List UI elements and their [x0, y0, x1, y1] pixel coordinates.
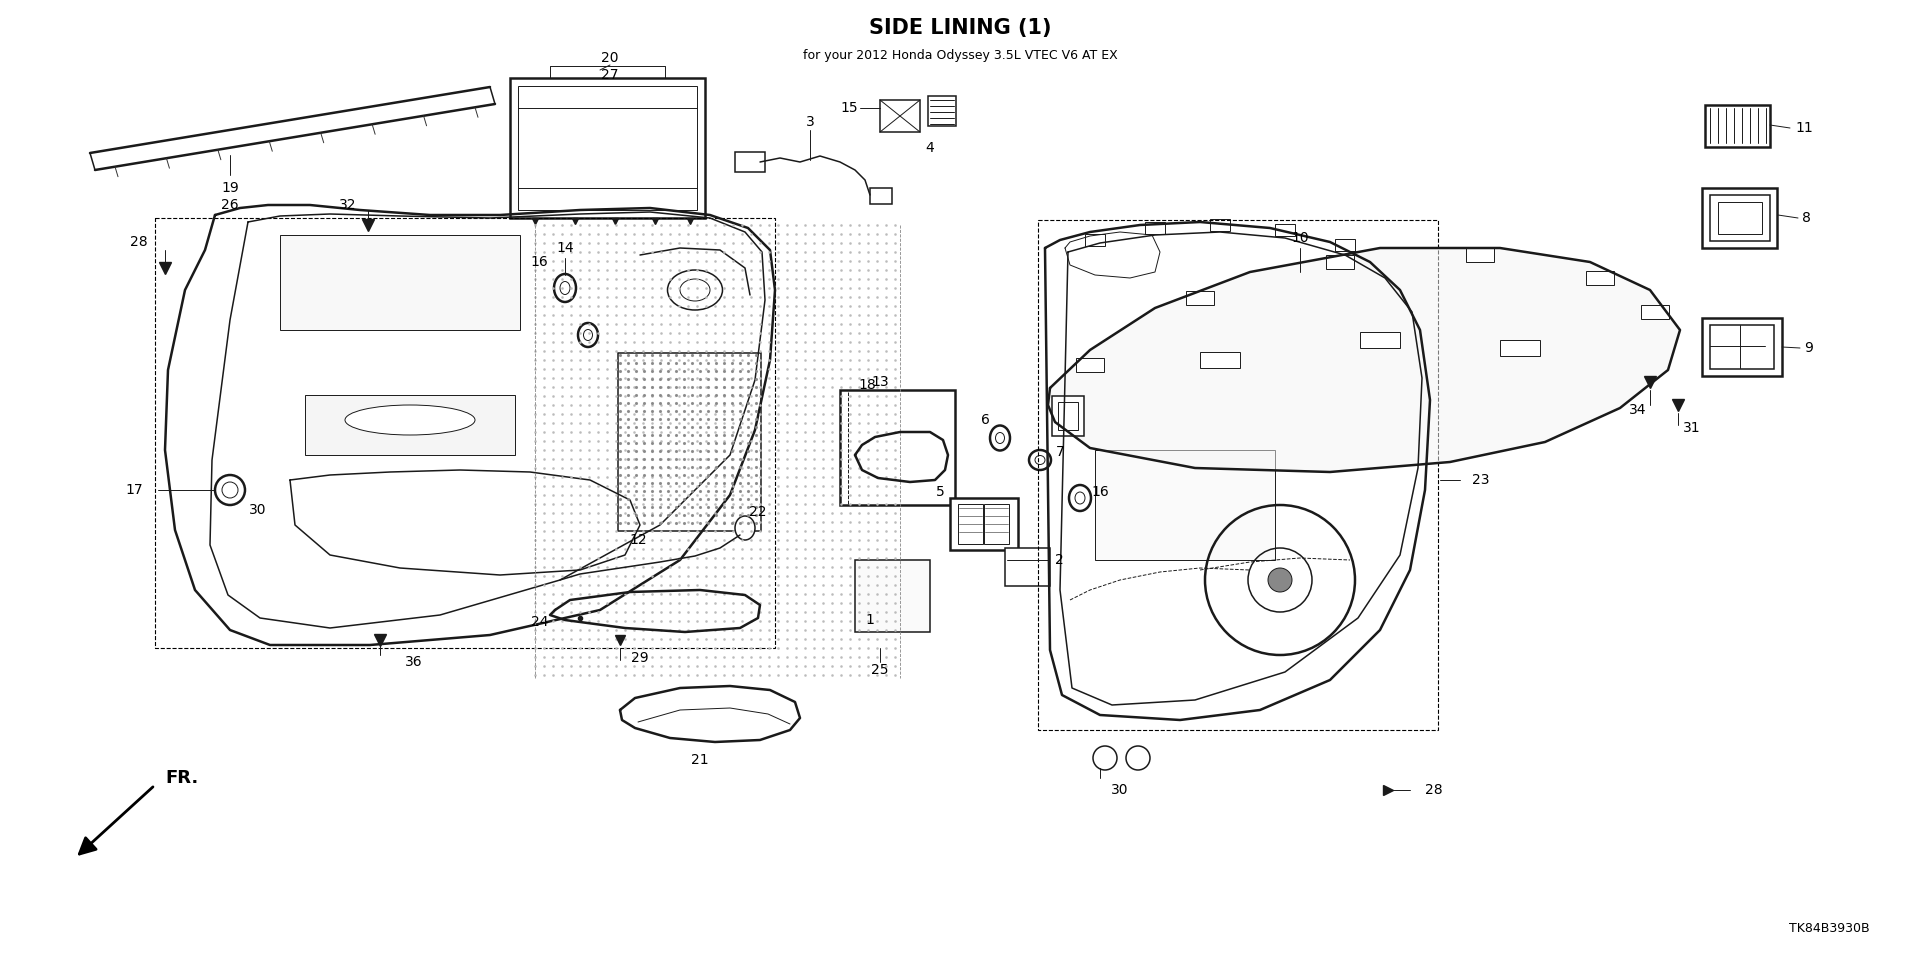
Bar — [1210, 219, 1231, 231]
Bar — [1718, 202, 1763, 234]
Text: 14: 14 — [557, 241, 574, 255]
Bar — [870, 188, 893, 204]
Text: for your 2012 Honda Odyssey 3.5L VTEC V6 AT EX: for your 2012 Honda Odyssey 3.5L VTEC V6… — [803, 49, 1117, 61]
Text: 22: 22 — [749, 505, 766, 519]
Bar — [518, 86, 697, 210]
Circle shape — [1267, 568, 1292, 592]
Bar — [854, 560, 929, 632]
Bar — [1711, 325, 1774, 369]
Bar — [1701, 318, 1782, 376]
Bar — [1085, 234, 1106, 246]
Bar — [958, 504, 983, 544]
Polygon shape — [1048, 248, 1680, 472]
Bar — [735, 152, 764, 172]
Text: 28: 28 — [1425, 783, 1442, 797]
Bar — [1705, 105, 1770, 147]
Ellipse shape — [680, 279, 710, 301]
Ellipse shape — [735, 516, 755, 540]
Ellipse shape — [1035, 455, 1044, 465]
Bar — [1359, 332, 1400, 348]
Text: 17: 17 — [125, 483, 142, 497]
Text: SIDE LINING (1): SIDE LINING (1) — [868, 18, 1052, 38]
Text: 18: 18 — [858, 378, 876, 392]
Bar — [983, 504, 1010, 544]
Bar — [1642, 305, 1668, 319]
Text: 23: 23 — [1473, 473, 1490, 487]
Bar — [511, 78, 705, 218]
Text: 5: 5 — [937, 485, 945, 499]
Text: 32: 32 — [340, 198, 357, 212]
Text: 21: 21 — [691, 753, 708, 767]
Text: 25: 25 — [872, 663, 889, 677]
Text: 31: 31 — [1684, 421, 1701, 435]
Bar — [1701, 188, 1778, 248]
Bar — [1052, 396, 1085, 436]
Text: 9: 9 — [1805, 341, 1812, 355]
Text: 3: 3 — [806, 115, 814, 129]
Text: 30: 30 — [1112, 783, 1129, 797]
Bar — [618, 353, 760, 531]
Text: 15: 15 — [841, 101, 858, 115]
Ellipse shape — [561, 281, 570, 295]
Bar — [1200, 352, 1240, 368]
Bar — [1467, 248, 1494, 262]
Bar — [156, 218, 776, 648]
Bar — [1058, 402, 1077, 430]
Bar — [841, 390, 954, 505]
Text: 1: 1 — [866, 613, 874, 627]
Bar — [1327, 255, 1354, 269]
Text: 16: 16 — [1091, 485, 1110, 499]
Text: 24: 24 — [530, 615, 547, 629]
Ellipse shape — [578, 323, 597, 347]
Text: 34: 34 — [1630, 403, 1647, 417]
Bar — [927, 96, 956, 126]
Bar — [305, 395, 515, 455]
Text: 11: 11 — [1795, 121, 1812, 135]
Text: 28: 28 — [131, 235, 148, 249]
Ellipse shape — [1069, 485, 1091, 511]
Ellipse shape — [995, 433, 1004, 444]
Text: 36: 36 — [405, 655, 422, 669]
Text: 13: 13 — [872, 375, 889, 389]
Text: 4: 4 — [925, 141, 935, 155]
Bar — [1500, 340, 1540, 356]
Bar — [1039, 220, 1438, 730]
Bar — [1586, 271, 1615, 285]
Text: 26: 26 — [221, 198, 238, 212]
Bar — [1187, 291, 1213, 305]
Bar — [1711, 195, 1770, 241]
Ellipse shape — [1075, 492, 1085, 504]
Ellipse shape — [584, 329, 593, 341]
Ellipse shape — [1029, 450, 1050, 470]
Text: 29: 29 — [632, 651, 649, 665]
Text: 20: 20 — [601, 51, 618, 65]
Text: TK84B3930B: TK84B3930B — [1789, 922, 1870, 935]
Bar — [879, 100, 920, 132]
Text: 6: 6 — [981, 413, 989, 427]
Bar — [1094, 450, 1275, 560]
Text: 12: 12 — [630, 533, 647, 547]
Text: 19: 19 — [221, 181, 238, 195]
Ellipse shape — [668, 270, 722, 310]
Ellipse shape — [555, 274, 576, 302]
Ellipse shape — [991, 425, 1010, 450]
Text: 8: 8 — [1803, 211, 1811, 225]
Bar — [1334, 239, 1356, 251]
Text: FR.: FR. — [165, 769, 198, 787]
Bar — [280, 235, 520, 330]
Bar — [1004, 548, 1050, 586]
Text: 27: 27 — [601, 68, 618, 82]
Text: 2: 2 — [1054, 553, 1064, 567]
Text: 30: 30 — [250, 503, 267, 517]
Bar — [1075, 358, 1104, 372]
Ellipse shape — [346, 405, 474, 435]
Text: 16: 16 — [530, 255, 547, 269]
Text: 7: 7 — [1056, 445, 1064, 459]
Text: 10: 10 — [1290, 231, 1309, 245]
Bar — [1144, 222, 1165, 234]
Bar — [950, 498, 1018, 550]
Bar — [1275, 224, 1294, 236]
